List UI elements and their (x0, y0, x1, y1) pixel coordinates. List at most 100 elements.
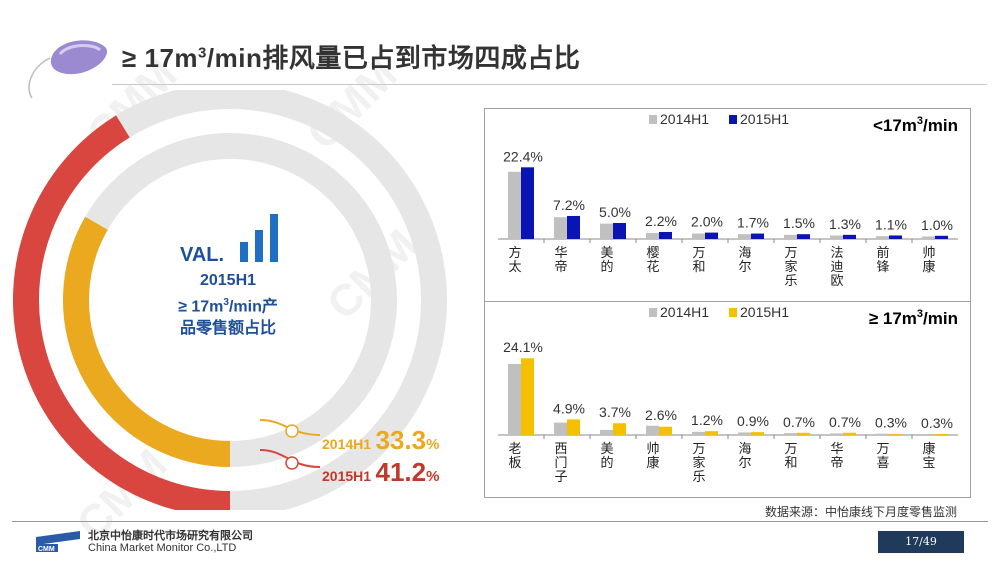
category-label: 康 (922, 441, 935, 456)
legend-label: 2014H1 (660, 111, 709, 127)
data-label: 2.2% (645, 213, 677, 229)
tag-2014: 2014H1 33.3% (322, 425, 440, 455)
bar-2015H1 (797, 234, 810, 239)
category-label: 家 (692, 455, 705, 470)
donut-arc-2014H1 (63, 216, 231, 467)
category-label: 方 (508, 245, 521, 260)
category-label: 的 (600, 259, 613, 274)
bar-2014H1 (784, 433, 797, 435)
bar-2015H1 (935, 434, 948, 435)
bar-2015H1 (521, 167, 534, 239)
bar-2014H1 (600, 429, 613, 435)
bar-2014H1 (554, 217, 567, 239)
category-label: 太 (508, 259, 521, 274)
legend-label: 2014H1 (660, 304, 709, 320)
category-label: 康 (646, 455, 659, 470)
company-logo: CMM (34, 527, 82, 553)
bar-2014H1 (692, 431, 705, 435)
data-label: 1.0% (921, 217, 953, 233)
bar-2014H1 (830, 433, 843, 435)
category-label: 和 (784, 455, 797, 470)
category-label: 万 (784, 441, 797, 456)
bar-2014H1 (554, 422, 567, 435)
category-label: 乐 (784, 273, 797, 288)
legend-label: 2015H1 (740, 304, 789, 320)
category-label: 花 (646, 259, 659, 274)
company-name-en: China Market Monitor Co.,LTD (88, 542, 237, 554)
company-name-cn: 北京中怡康时代市场研究有限公司 (88, 530, 253, 542)
category-label: 子 (554, 469, 567, 484)
category-label: 帅 (922, 245, 935, 260)
bar-2014H1 (876, 433, 889, 435)
category-label: 华 (830, 441, 843, 456)
bar-2014H1 (738, 432, 751, 435)
data-label: 4.9% (553, 400, 585, 416)
category-label: 万 (784, 245, 797, 260)
category-label: 法 (830, 245, 843, 260)
data-source: 数据来源：中怡康线下月度零售监测 (765, 505, 958, 519)
category-label: 美 (600, 441, 613, 456)
tag-2014-value: 33.3 (375, 425, 427, 455)
bar-2015H1 (935, 235, 948, 239)
donut-center-label: 2015H1 ≥ 17m3/min产 品零售额占比 (178, 272, 278, 338)
category-label: 锋 (876, 259, 889, 274)
category-label: 帝 (830, 455, 843, 470)
bar-2015H1 (705, 431, 718, 435)
bar-charts: 2014H1 2015H1 <17m3/min22.4%方太7.2%华帝5.0%美的… (498, 111, 958, 484)
bar-2014H1 (922, 434, 935, 435)
category-label: 宝 (922, 455, 935, 470)
bar-2015H1 (567, 419, 580, 435)
donut-chart (13, 90, 447, 510)
data-label: 1.3% (829, 216, 861, 232)
tag-2015-value: 41.2 (375, 457, 427, 487)
category-label: 喜 (876, 455, 889, 470)
tag-pin-icon (285, 456, 299, 470)
category-label: 乐 (692, 469, 705, 484)
category-label: 万 (692, 245, 705, 260)
bar-2015H1 (751, 432, 764, 435)
data-label: 2.0% (691, 214, 723, 230)
bar-signal-icon (240, 214, 278, 262)
legend-swatch (729, 308, 737, 317)
category-label: 老 (508, 441, 521, 456)
data-label: 0.9% (737, 413, 769, 429)
bar-2015H1 (843, 432, 856, 435)
bar-2015H1 (751, 233, 764, 239)
bar-2014H1 (508, 171, 521, 239)
chart-title: ≥ 17m3/min (869, 308, 958, 328)
data-label: 0.3% (875, 415, 907, 431)
data-label: 5.0% (599, 204, 631, 220)
category-label: 帝 (554, 259, 567, 274)
data-label: 0.7% (829, 414, 861, 430)
category-label: 华 (554, 245, 567, 260)
legend-label: 2015H1 (740, 111, 789, 127)
donut-arc-2015H1 (13, 115, 231, 510)
bar-2015H1 (659, 231, 672, 239)
data-label: 1.1% (875, 216, 907, 232)
category-label: 万 (876, 441, 889, 456)
page-number: 17/49 (878, 531, 964, 553)
bar-2014H1 (922, 236, 935, 239)
tag-pin-icon (285, 424, 299, 438)
category-label: 前 (876, 245, 889, 260)
footer-divider (12, 521, 988, 522)
data-label: 1.7% (737, 215, 769, 231)
bar-2015H1 (567, 215, 580, 239)
legend-swatch (729, 115, 737, 124)
bar-2014H1 (738, 234, 751, 239)
category-label: 尔 (738, 455, 751, 470)
bar-2015H1 (797, 432, 810, 435)
bar-2015H1 (659, 426, 672, 435)
category-label: 板 (508, 455, 521, 470)
bar-2014H1 (692, 233, 705, 239)
bar-2015H1 (889, 235, 902, 239)
category-label: 樱 (646, 245, 659, 260)
legend-swatch (649, 308, 657, 317)
bar-2014H1 (600, 223, 613, 239)
data-label: 0.7% (783, 414, 815, 430)
category-label: 和 (692, 259, 705, 274)
data-label: 2.6% (645, 407, 677, 423)
bar-2014H1 (646, 425, 659, 435)
data-label: 7.2% (553, 197, 585, 213)
bar-2015H1 (889, 434, 902, 435)
